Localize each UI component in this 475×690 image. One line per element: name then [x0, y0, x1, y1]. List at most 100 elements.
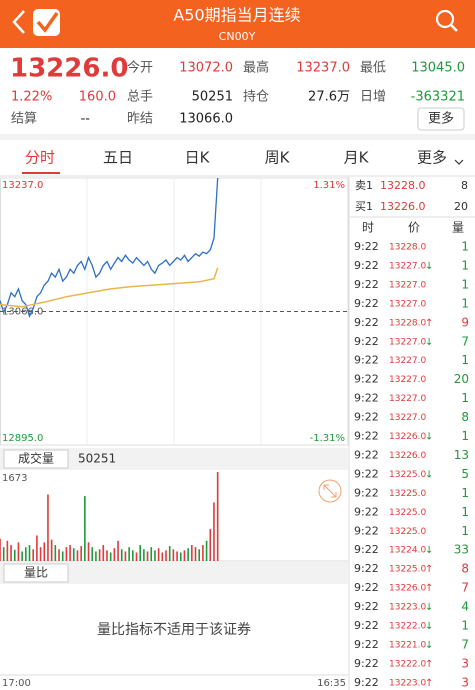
tab[interactable]: 更多 — [417, 149, 447, 167]
expand-icon — [323, 484, 337, 498]
search-button[interactable] — [435, 9, 455, 29]
tick-price: 13222.0 — [389, 659, 426, 669]
divider — [0, 134, 475, 140]
tick-arrow: ↓ — [425, 602, 433, 613]
tick-header: 价 — [408, 221, 420, 235]
volume-bar — [172, 549, 175, 561]
field-label: 最低 — [360, 61, 386, 76]
tab[interactable]: 周K — [265, 149, 291, 167]
tick-time: 9:22 — [354, 676, 379, 689]
more-label: 更多 — [428, 111, 454, 127]
expand-button[interactable] — [318, 479, 342, 503]
field-value: 13072.0 — [179, 61, 233, 76]
more-button[interactable] — [417, 107, 465, 131]
volume-bar — [95, 551, 97, 561]
field-label: 日增 — [360, 90, 386, 105]
volume-bar — [50, 539, 53, 561]
y-tick-label: 12895.0 — [2, 433, 43, 444]
tick-price: 13222.0 — [389, 622, 426, 632]
ratio-label: 量比 — [24, 566, 48, 580]
y-tick-label: 13066.0 — [2, 307, 43, 318]
dropdown-arrow — [454, 159, 464, 165]
volume-bar — [72, 548, 75, 561]
tick-volume: 20 — [454, 372, 469, 386]
check-icon — [36, 11, 59, 33]
volume-bar — [191, 545, 193, 561]
tick-time: 9:22 — [354, 411, 379, 424]
tick-price: 13227.0 — [389, 280, 426, 290]
tick-volume: 1 — [461, 353, 469, 367]
last-price: 13226.0 — [10, 54, 128, 84]
tick-volume: 1 — [461, 296, 469, 310]
volume-bar — [120, 549, 123, 561]
tick-time: 9:22 — [354, 562, 379, 575]
tick-arrow: ↑ — [425, 564, 433, 575]
tick-price: 13227.0 — [389, 375, 426, 385]
tab[interactable]: 分时 — [25, 149, 55, 167]
tick-price: 13223.0 — [389, 603, 426, 613]
tick-volume: 1 — [461, 486, 469, 500]
tick-arrow: ↓ — [425, 337, 433, 348]
tick-price: 13225.0 — [389, 470, 426, 480]
tick-arrow: ↓ — [425, 469, 433, 480]
volume-bar — [13, 549, 16, 561]
volume-bar — [109, 552, 112, 561]
volume-bar — [143, 549, 145, 561]
tick-price: 13227.0 — [389, 261, 426, 271]
tick-price: 13227.0 — [389, 394, 426, 404]
tick-arrow: ↓ — [425, 261, 433, 272]
field-label: 总手 — [127, 90, 153, 105]
field-label: 结算 — [11, 112, 37, 127]
tick-time: 9:22 — [354, 278, 379, 291]
tab[interactable]: 月K — [344, 149, 370, 167]
tab[interactable]: 五日 — [103, 149, 133, 167]
field-label: 最高 — [243, 60, 269, 76]
volume-bar — [84, 496, 86, 561]
volume-bar — [113, 548, 116, 561]
volume-bar — [135, 552, 138, 561]
tick-time: 9:22 — [354, 467, 379, 480]
volume-bar — [154, 550, 156, 561]
volume-bar — [76, 550, 79, 561]
ratio-band — [0, 562, 348, 584]
tick-time: 9:22 — [354, 486, 379, 499]
back-button[interactable] — [12, 10, 25, 34]
tab[interactable]: 日K — [185, 149, 211, 167]
tick-volume: 33 — [454, 543, 469, 557]
field-value: 13237.0 — [296, 61, 350, 76]
tick-time: 9:22 — [354, 638, 379, 651]
field-label: 持仓 — [243, 90, 269, 105]
tick-price: 13227.0 — [389, 413, 426, 423]
volume-bar — [198, 549, 201, 561]
tick-volume: 3 — [461, 656, 469, 670]
volume-bar — [117, 540, 119, 561]
tick-price: 13225.0 — [389, 565, 426, 575]
tick-volume: 7 — [461, 581, 469, 595]
price-line — [0, 177, 219, 318]
volume-bar — [216, 472, 219, 561]
volume-bar — [124, 551, 127, 561]
volume-bar — [6, 540, 9, 561]
tick-time: 9:22 — [354, 354, 379, 367]
tick-volume: 1 — [461, 505, 469, 519]
volume-bar — [58, 549, 60, 561]
tick-volume: 13 — [454, 448, 469, 462]
volume-bar — [43, 542, 46, 561]
tick-price: 13227.0 — [389, 337, 426, 347]
tick-time: 9:22 — [354, 657, 379, 670]
tick-volume: 8 — [461, 410, 469, 424]
volume-bar — [139, 545, 141, 561]
volume-bar — [202, 545, 204, 561]
volume-bar — [106, 550, 108, 561]
tick-time: 9:22 — [354, 297, 379, 310]
subtitle: CN00Y — [219, 30, 256, 43]
field-value: -363321 — [411, 90, 465, 105]
change-pct: 1.22% — [11, 90, 52, 105]
tick-price: 13224.0 — [389, 546, 426, 556]
volume-bar — [39, 547, 42, 561]
volume-bar — [54, 545, 57, 561]
tick-time: 9:22 — [354, 316, 379, 329]
field-value: 27.6万 — [308, 90, 350, 105]
volume-bar — [161, 552, 164, 561]
tick-volume: 8 — [461, 562, 469, 576]
